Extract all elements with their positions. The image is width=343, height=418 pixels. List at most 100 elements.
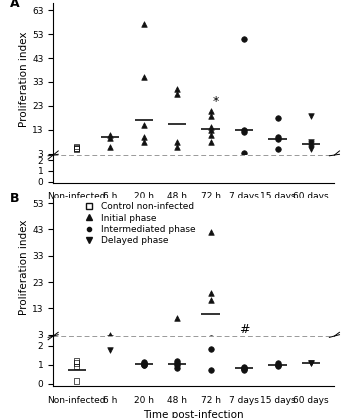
Point (208, 367, 213, 374)
Point (308, 141, 314, 148)
Point (74, 146, 79, 153)
Y-axis label: Proliferation index: Proliferation index (19, 219, 29, 315)
Point (141, 134, 146, 140)
Point (174, 138, 180, 145)
Point (74, 363, 79, 370)
Point (174, 336, 180, 343)
Point (74, 378, 79, 385)
Point (107, 135, 113, 142)
Point (275, 82, 280, 89)
X-axis label: Time post-infection: Time post-infection (143, 410, 244, 418)
Point (141, 336, 146, 343)
Point (275, 336, 280, 343)
Point (208, 93, 213, 100)
Point (107, 331, 113, 338)
Point (107, 335, 113, 342)
Point (241, 364, 247, 371)
Text: *: * (212, 95, 219, 108)
Point (107, 347, 113, 354)
Point (208, 40, 213, 47)
Point (141, 21, 146, 28)
Point (208, 61, 213, 68)
Point (141, 360, 146, 367)
Point (275, 359, 280, 366)
Point (208, 138, 213, 145)
Point (74, 123, 79, 130)
Point (208, 29, 213, 36)
Legend: Control non-infected, Initial phase, Intermediated phase, Delayed phase: Control non-infected, Initial phase, Int… (80, 202, 196, 245)
Point (174, 86, 180, 92)
Point (107, 131, 113, 138)
Point (241, 337, 247, 344)
Point (241, 337, 247, 344)
Point (308, 125, 314, 132)
Point (308, 336, 314, 343)
Point (74, 143, 79, 150)
Point (241, 337, 247, 344)
Point (275, 362, 280, 369)
Point (174, 357, 180, 364)
Point (308, 138, 314, 145)
Point (275, 362, 280, 368)
Point (141, 336, 146, 343)
Point (141, 74, 146, 81)
Point (208, 107, 213, 114)
Point (275, 362, 280, 368)
Point (141, 336, 146, 343)
Point (241, 51, 247, 57)
Point (141, 359, 146, 366)
Point (74, 336, 79, 343)
Point (241, 144, 247, 151)
Point (275, 336, 280, 343)
Point (141, 93, 146, 100)
Point (208, 127, 213, 133)
Point (141, 336, 146, 343)
Point (174, 359, 180, 366)
Point (275, 125, 280, 132)
Point (241, 129, 247, 135)
Point (107, 61, 113, 68)
Point (208, 112, 213, 119)
Point (241, 337, 247, 344)
Point (74, 115, 79, 121)
Point (74, 145, 79, 151)
Point (308, 336, 314, 343)
Point (74, 145, 79, 152)
Text: B: B (10, 192, 19, 205)
Point (308, 143, 314, 150)
Point (275, 136, 280, 143)
Point (107, 143, 113, 150)
Point (241, 36, 247, 42)
Point (107, 77, 113, 84)
Point (308, 146, 314, 153)
Point (141, 362, 146, 368)
Point (208, 289, 213, 296)
Point (208, 74, 213, 81)
Point (208, 346, 213, 353)
Point (275, 337, 280, 344)
Point (141, 359, 146, 365)
Point (174, 337, 180, 344)
Point (174, 314, 180, 321)
Point (275, 146, 280, 153)
Point (308, 104, 314, 110)
Point (74, 359, 79, 366)
X-axis label: Time post-infection: Time post-infection (143, 207, 244, 217)
Point (275, 336, 280, 343)
Point (174, 336, 180, 343)
Point (308, 93, 314, 100)
Point (241, 364, 247, 371)
Point (208, 334, 213, 341)
Point (141, 72, 146, 79)
Point (241, 127, 247, 133)
Point (141, 138, 146, 145)
Point (208, 229, 213, 235)
Point (241, 150, 247, 157)
Point (174, 115, 180, 121)
Point (174, 364, 180, 371)
Point (74, 339, 79, 346)
Point (241, 337, 247, 344)
Point (174, 336, 180, 343)
Point (74, 357, 79, 364)
Point (74, 120, 79, 127)
